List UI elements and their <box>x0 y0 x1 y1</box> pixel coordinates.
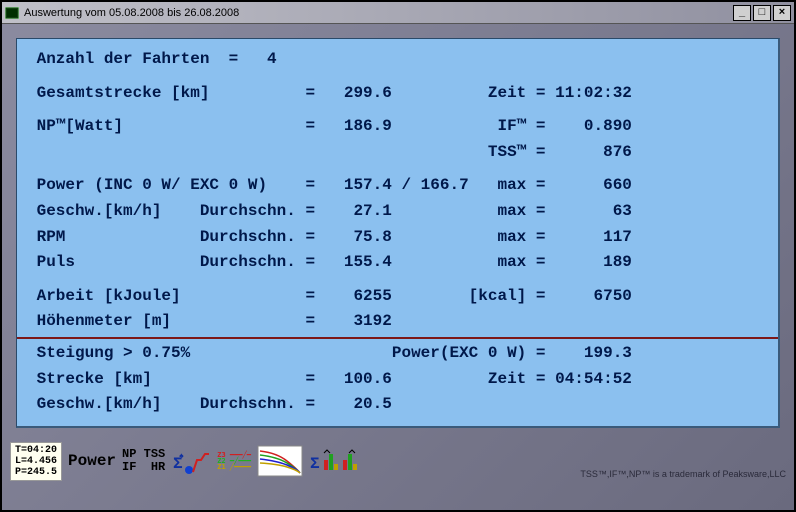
work-row: Arbeit [kJoule] = 6255 [kcal] = 6750 <box>27 284 768 310</box>
gap <box>27 165 768 173</box>
np-row: NP™[Watt] = 186.9 IF™ = 0.890 <box>27 114 768 140</box>
window-title: Auswertung vom 05.08.2008 bis 26.08.2008 <box>24 7 733 19</box>
grade-power-row: Steigung > 0.75% Power(EXC 0 W) = 199.3 <box>27 341 768 367</box>
total-distance-row: Gesamtstrecke [km] = 299.6 Zeit = 11:02:… <box>27 81 768 107</box>
power-button[interactable]: Power <box>68 452 116 470</box>
separator <box>17 337 778 339</box>
close-button[interactable]: × <box>773 5 791 21</box>
rpm-row: RPM Durchschn. = 75.8 max = 117 <box>27 225 768 251</box>
app-window: Auswertung vom 05.08.2008 bis 26.08.2008… <box>0 0 796 512</box>
gap <box>27 73 768 81</box>
tlp-readout[interactable]: T=04:20 L=4.456 P=245.5 <box>10 442 62 481</box>
gap <box>27 276 768 284</box>
svg-text:Σ: Σ <box>310 455 320 473</box>
titlebar: Auswertung vom 05.08.2008 bis 26.08.2008… <box>2 2 794 24</box>
window-controls: _ □ × <box>733 5 791 21</box>
grade-speed-row: Geschw.[km/h] Durchschn. = 20.5 <box>27 392 768 418</box>
sigma-bars-icon[interactable]: Σ <box>309 443 369 479</box>
trademark-label: TSS™,IF™,NP™ is a trademark of Peaksware… <box>580 469 786 481</box>
ride-count-row: Anzahl der Fahrten = 4 <box>27 47 768 73</box>
maximize-button[interactable]: □ <box>753 5 771 21</box>
pulse-row: Puls Durchschn. = 155.4 max = 189 <box>27 250 768 276</box>
tss-row: TSS™ = 876 <box>27 140 768 166</box>
minimize-button[interactable]: _ <box>733 5 751 21</box>
grade-distance-row: Strecke [km] = 100.6 Zeit = 04:54:52 <box>27 367 768 393</box>
toolbar: T=04:20 L=4.456 P=245.5 Power NP TSS IF … <box>10 442 786 481</box>
sigma-chart-icon[interactable]: Σ ♠ <box>171 443 211 479</box>
zones-icon[interactable]: Z3 ━━━╱━ Z2 ━╱━━━ Z1 ╱━━━━ <box>217 443 251 479</box>
decay-chart-icon[interactable] <box>257 443 303 479</box>
z1-line: Z1 ╱━━━━ <box>217 464 251 470</box>
power-row: Power (INC 0 W/ EXC 0 W) = 157.4 / 166.7… <box>27 173 768 199</box>
metrics-button[interactable]: NP TSS IF HR <box>122 448 165 474</box>
svg-text:♠: ♠ <box>179 452 184 461</box>
report-panel: Anzahl der Fahrten = 4 Gesamtstrecke [km… <box>16 38 780 428</box>
speed-row: Geschw.[km/h] Durchschn. = 27.1 max = 63 <box>27 199 768 225</box>
gap <box>27 106 768 114</box>
app-icon <box>5 7 19 19</box>
elevation-row: Höhenmeter [m] = 3192 <box>27 309 768 335</box>
